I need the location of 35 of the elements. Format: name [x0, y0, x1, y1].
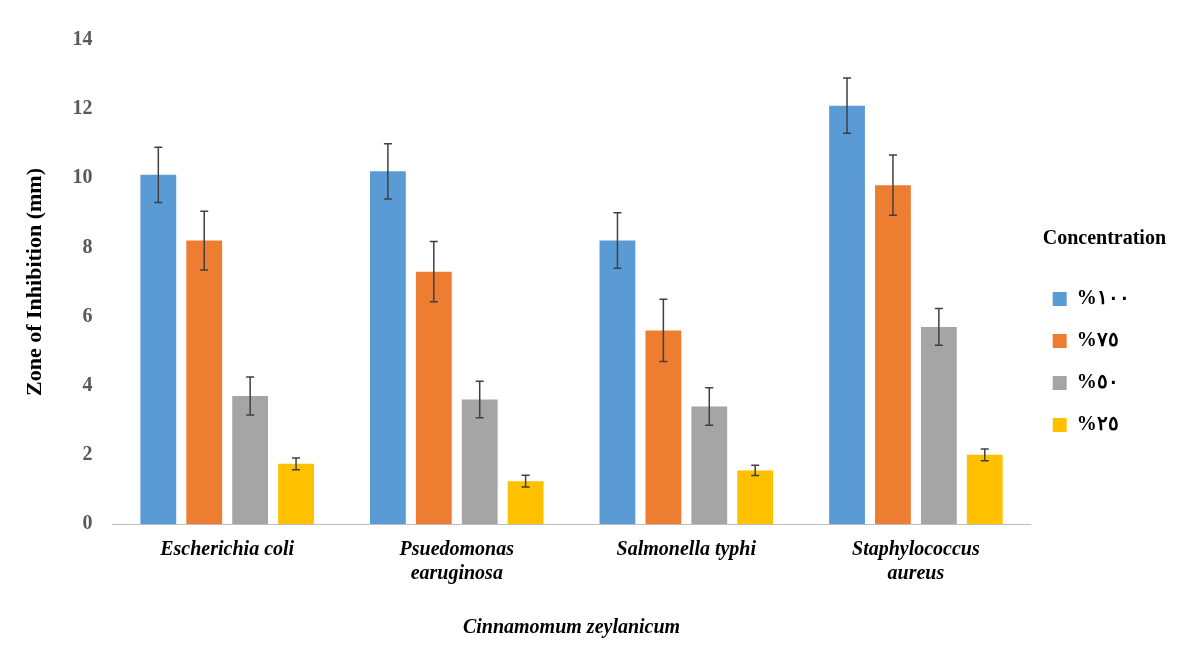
x-tick-label: Salmonella typhi	[616, 537, 757, 561]
y-tick-label: 12	[72, 96, 93, 119]
bar	[369, 171, 406, 524]
x-tick-label: Staphylococcus aureus	[852, 537, 980, 584]
legend-label: %٢٥	[1076, 412, 1119, 435]
y-tick-label: 8	[82, 234, 93, 257]
legend-title: Concentration	[1042, 226, 1166, 249]
y-tick-label: 14	[72, 27, 93, 50]
bar	[415, 271, 452, 524]
bar	[140, 174, 177, 524]
x-tick-label: Psuedomonas earuginosa	[398, 537, 515, 585]
bar	[232, 396, 269, 524]
bar	[875, 185, 911, 524]
bar	[507, 481, 544, 524]
legend-label: %٥٠	[1076, 370, 1119, 393]
bar	[645, 330, 682, 524]
legend-label: %١٠٠	[1076, 286, 1130, 309]
x-tick-label: Escherichia coli	[159, 537, 295, 560]
bar	[461, 399, 498, 524]
bar	[278, 463, 314, 524]
bar	[691, 406, 728, 524]
y-tick-label: 10	[72, 165, 93, 188]
bar	[737, 470, 774, 524]
y-tick-label: 4	[82, 372, 93, 395]
bar	[966, 454, 1003, 524]
y-tick-label: 2	[82, 442, 93, 465]
bar	[599, 240, 636, 524]
y-tick-label: 0	[82, 511, 93, 534]
x-axis-title: Cinnamomum zeylanicum	[462, 615, 681, 639]
bar	[186, 240, 223, 524]
legend-label: %٧٥	[1076, 328, 1119, 351]
y-tick-label: 6	[82, 303, 93, 326]
y-axis-title: Zone of Inhibition (mm)	[20, 168, 46, 396]
bar	[920, 326, 957, 524]
bar	[829, 105, 865, 524]
